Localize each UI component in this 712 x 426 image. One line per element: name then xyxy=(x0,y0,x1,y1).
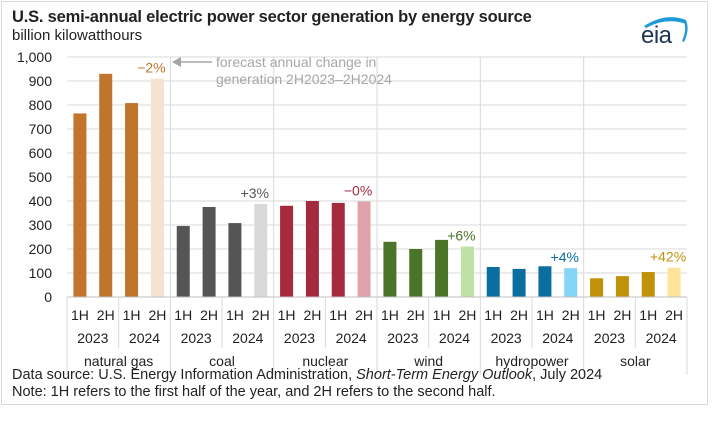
bar-natural-gas-1H-2023 xyxy=(73,113,87,298)
x-year-label: 2024 xyxy=(439,330,470,346)
y-tick-label: 1,000 xyxy=(17,49,52,65)
x-period-label: 2H xyxy=(252,307,270,323)
x-period-label: 1H xyxy=(329,307,347,323)
y-tick-label: 800 xyxy=(29,97,53,113)
x-year-label: 2024 xyxy=(646,330,677,346)
x-period-label: 1H xyxy=(226,307,244,323)
y-tick-label: 100 xyxy=(29,265,53,281)
y-tick-label: 700 xyxy=(29,121,53,137)
change-label: +6% xyxy=(447,228,475,244)
change-label: +42% xyxy=(650,249,686,265)
y-tick-label: 600 xyxy=(29,145,53,161)
x-year-label: 2024 xyxy=(129,330,160,346)
change-label: +3% xyxy=(241,185,269,201)
y-tick-label: 300 xyxy=(29,217,53,233)
x-period-label: 2H xyxy=(148,307,166,323)
x-period-label: 2H xyxy=(458,307,476,323)
bar-solar-1H-2024 xyxy=(641,272,655,297)
period-note: Note: 1H refers to the first half of the… xyxy=(12,384,496,400)
x-period-label: 2H xyxy=(562,307,580,323)
x-period-label: 1H xyxy=(123,307,141,323)
bar-hydropower-1H-2023 xyxy=(486,267,500,297)
bar-solar-2H-2024 xyxy=(667,267,681,297)
y-tick-label: 200 xyxy=(29,241,53,257)
x-year-label: 2023 xyxy=(284,330,315,346)
x-year-label: 2023 xyxy=(594,330,625,346)
x-year-label: 2023 xyxy=(77,330,108,346)
x-year-label: 2024 xyxy=(232,330,263,346)
x-period-label: 1H xyxy=(278,307,296,323)
x-period-label: 1H xyxy=(433,307,451,323)
bar-hydropower-1H-2024 xyxy=(538,266,552,297)
bar-hydropower-2H-2024 xyxy=(564,268,578,297)
change-label: +4% xyxy=(551,249,579,265)
x-category-label: coal xyxy=(209,353,235,369)
x-year-label: 2023 xyxy=(387,330,418,346)
x-period-label: 2H xyxy=(665,307,683,323)
bar-natural-gas-1H-2024 xyxy=(125,103,139,297)
bar-nuclear-2H-2024 xyxy=(357,201,371,297)
x-category-label: natural gas xyxy=(84,353,153,369)
x-category-label: nuclear xyxy=(302,353,348,369)
bar-wind-2H-2023 xyxy=(409,249,423,297)
y-tick-label: 0 xyxy=(44,289,52,305)
x-period-label: 2H xyxy=(613,307,631,323)
x-period-label: 2H xyxy=(407,307,425,323)
bar-solar-2H-2023 xyxy=(615,276,629,297)
x-period-label: 1H xyxy=(536,307,554,323)
bar-coal-2H-2024 xyxy=(254,203,268,297)
source-publication: Short-Term Energy Outlook xyxy=(356,367,533,383)
source-suffix: , July 2024 xyxy=(532,367,603,383)
y-tick-label: 500 xyxy=(29,169,53,185)
data-source-note: Data source: U.S. Energy Information Adm… xyxy=(12,367,602,383)
x-period-label: 2H xyxy=(303,307,321,323)
x-period-label: 1H xyxy=(484,307,502,323)
x-year-label: 2023 xyxy=(181,330,212,346)
x-year-label: 2024 xyxy=(542,330,573,346)
eia-logo-text: eia xyxy=(641,22,672,49)
change-label: −0% xyxy=(344,182,372,198)
x-period-label: 1H xyxy=(174,307,192,323)
x-year-label: 2024 xyxy=(336,330,367,346)
bar-nuclear-2H-2023 xyxy=(305,201,319,297)
bar-nuclear-1H-2023 xyxy=(280,205,294,297)
x-period-label: 1H xyxy=(639,307,657,323)
x-period-label: 2H xyxy=(510,307,528,323)
annotation-arrowhead-icon xyxy=(172,57,181,67)
bar-natural-gas-2H-2023 xyxy=(99,73,113,297)
change-label: −2% xyxy=(137,60,165,76)
x-period-label: 1H xyxy=(71,307,89,323)
x-period-label: 2H xyxy=(200,307,218,323)
chart-title: U.S. semi-annual electric power sector g… xyxy=(12,8,532,26)
x-category-label: solar xyxy=(620,353,651,369)
y-tick-label: 900 xyxy=(29,73,53,89)
bar-wind-2H-2024 xyxy=(460,246,474,297)
x-category-label: wind xyxy=(413,353,443,369)
bar-natural-gas-2H-2024 xyxy=(150,78,164,297)
eia-logo-swoosh-icon xyxy=(644,17,688,42)
bar-hydropower-2H-2023 xyxy=(512,268,526,297)
bar-solar-1H-2023 xyxy=(590,278,604,297)
annotation-text-line1: forecast annual change in xyxy=(216,54,376,70)
bar-coal-1H-2023 xyxy=(176,225,190,297)
x-category-label: hydropower xyxy=(495,353,568,369)
bar-wind-1H-2024 xyxy=(435,239,449,297)
bar-coal-2H-2023 xyxy=(202,207,216,297)
bar-coal-1H-2024 xyxy=(228,223,242,297)
x-period-label: 2H xyxy=(355,307,373,323)
y-axis-unit-label: billion kilowatthours xyxy=(12,27,143,44)
eia-logo: eia xyxy=(636,12,692,52)
x-year-label: 2023 xyxy=(491,330,522,346)
bar-wind-1H-2023 xyxy=(383,241,397,297)
bar-nuclear-1H-2024 xyxy=(331,202,345,297)
x-period-label: 1H xyxy=(381,307,399,323)
y-tick-label: 400 xyxy=(29,193,53,209)
x-period-label: 1H xyxy=(588,307,606,323)
x-period-label: 2H xyxy=(97,307,115,323)
source-prefix: Data source: U.S. Energy Information Adm… xyxy=(12,367,357,383)
annotation-text-line2: generation 2H2023–2H2024 xyxy=(216,71,392,87)
